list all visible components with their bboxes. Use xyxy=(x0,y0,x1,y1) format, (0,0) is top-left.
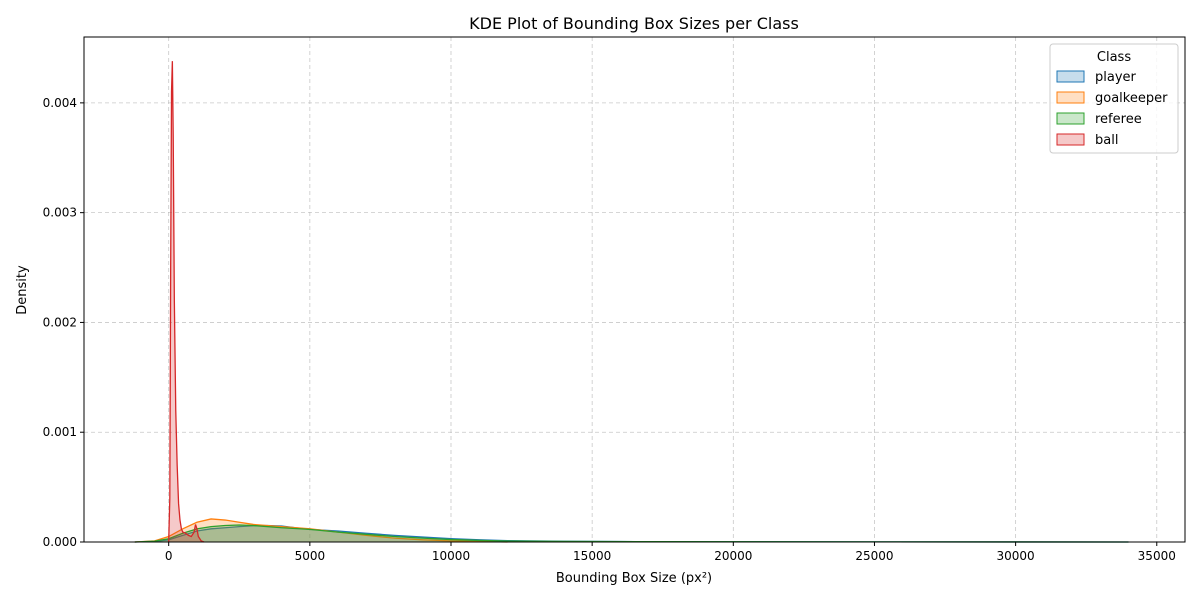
x-tick-label: 30000 xyxy=(997,549,1035,563)
area-referee xyxy=(134,524,1129,542)
legend-label-referee: referee xyxy=(1095,112,1142,127)
legend-swatch-player xyxy=(1056,70,1085,83)
legend-label-ball: ball xyxy=(1095,133,1118,148)
x-axis-ticks: 0 5000 10000 15000 20000 25000 30000 35000 xyxy=(165,542,1176,563)
line-ball xyxy=(168,61,205,543)
y-axis-label: Density xyxy=(15,265,30,315)
y-tick-label: 0.000 xyxy=(43,535,77,549)
chart-title: KDE Plot of Bounding Box Sizes per Class xyxy=(469,14,799,33)
line-goalkeeper xyxy=(134,518,508,543)
x-tick-label: 5000 xyxy=(295,549,326,563)
x-axis-label: Bounding Box Size (px²) xyxy=(556,571,712,586)
y-tick-label: 0.003 xyxy=(43,206,77,220)
x-tick-label: 20000 xyxy=(714,549,752,563)
x-tick-label: 35000 xyxy=(1138,549,1176,563)
area-player xyxy=(134,525,1129,542)
legend-swatch-goalkeeper xyxy=(1056,91,1085,104)
plot-frame xyxy=(83,36,1186,543)
legend-label-goalkeeper: goalkeeper xyxy=(1095,91,1168,106)
legend: Class player goalkeeper referee ball xyxy=(1049,43,1179,154)
x-tick-label: 15000 xyxy=(573,549,611,563)
legend-label-player: player xyxy=(1095,70,1137,85)
y-tick-label: 0.002 xyxy=(43,315,77,329)
legend-title: Class xyxy=(1097,50,1131,65)
x-tick-label: 25000 xyxy=(855,549,893,563)
y-tick-label: 0.004 xyxy=(43,96,77,110)
y-tick-label: 0.001 xyxy=(43,425,77,439)
x-tick-label: 10000 xyxy=(432,549,470,563)
y-axis-ticks: 0.000 0.001 0.002 0.003 0.004 xyxy=(43,96,84,549)
legend-swatch-ball xyxy=(1056,133,1085,146)
legend-swatch-referee xyxy=(1056,112,1085,125)
x-tick-label: 0 xyxy=(165,549,173,563)
legend-items: player goalkeeper referee ball xyxy=(1056,70,1168,148)
area-ball xyxy=(168,61,204,543)
